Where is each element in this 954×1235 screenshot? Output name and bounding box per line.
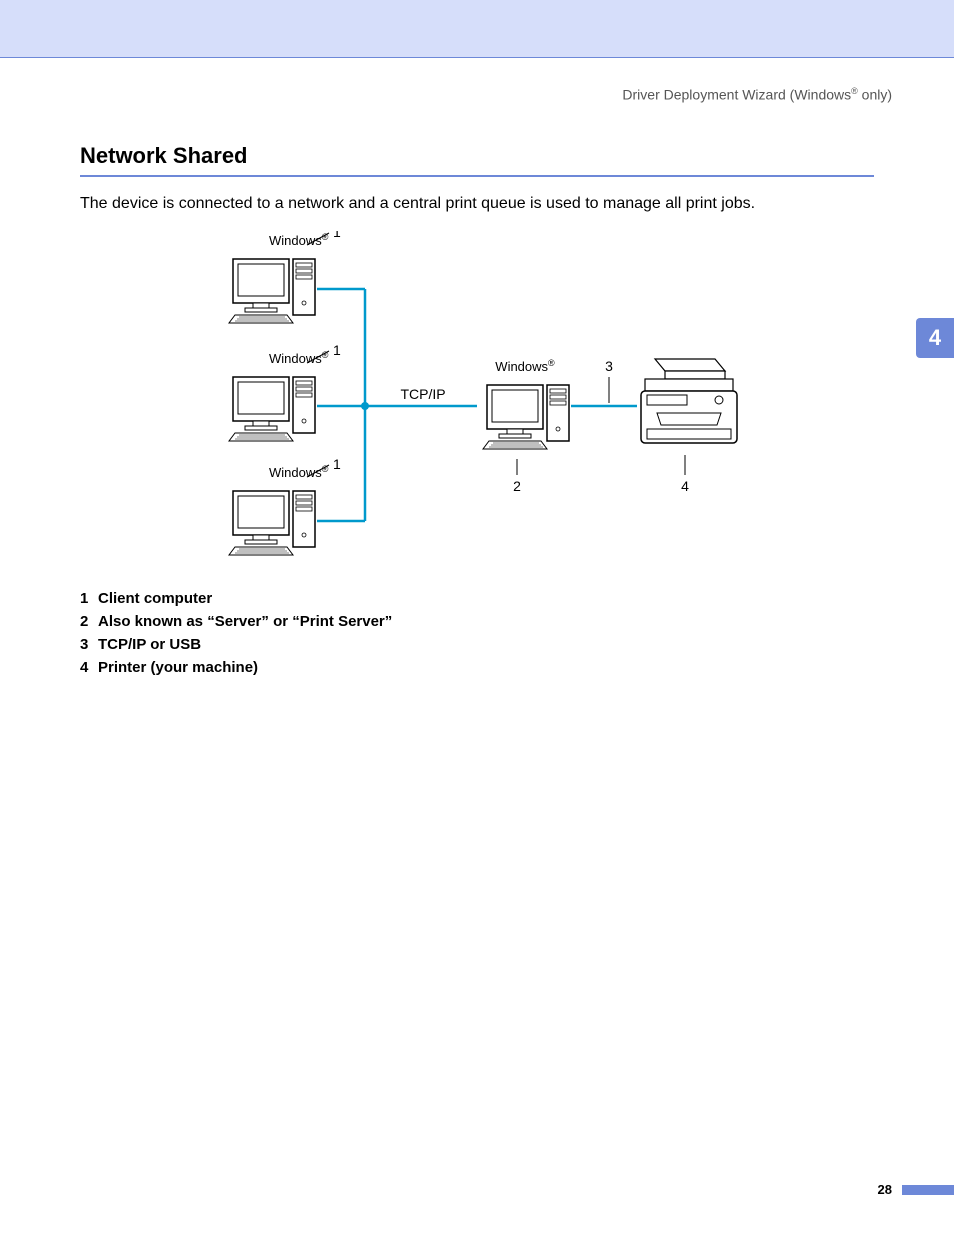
section-rule <box>80 175 874 177</box>
breadcrumb-prefix: Driver Deployment Wizard (Windows <box>622 87 851 103</box>
chapter-tab: 4 <box>916 318 954 358</box>
network-diagram: Windows® 1 Windows® 1 Windows® 1 TCP/IP … <box>80 231 874 576</box>
server-pc-icon <box>483 385 569 449</box>
client-3-label: Windows® <box>269 464 329 480</box>
tcpip-label: TCP/IP <box>400 386 445 402</box>
page-accent-bar <box>902 1185 954 1195</box>
callout-1a: 1 <box>333 231 341 240</box>
legend-text: Client computer <box>98 590 212 607</box>
legend-item: 3TCP/IP or USB <box>80 636 874 653</box>
client-pc-2-icon <box>229 377 315 441</box>
page-number: 28 <box>878 1182 892 1197</box>
client-2-label: Windows® <box>269 350 329 366</box>
top-banner <box>0 0 954 58</box>
legend-item: 2Also known as “Server” or “Print Server… <box>80 613 874 630</box>
legend-item: 1Client computer <box>80 590 874 607</box>
legend-num: 3 <box>80 636 98 653</box>
callout-1c: 1 <box>333 456 341 472</box>
legend-text: Printer (your machine) <box>98 659 258 676</box>
legend-list: 1Client computer 2Also known as “Server”… <box>80 590 874 676</box>
registered-mark: ® <box>851 86 858 96</box>
callout-1b: 1 <box>333 342 341 358</box>
client-pc-3-icon <box>229 491 315 555</box>
diagram-svg: Windows® 1 Windows® 1 Windows® 1 TCP/IP … <box>197 231 757 571</box>
client-pc-1-icon <box>229 259 315 323</box>
breadcrumb: Driver Deployment Wizard (Windows® only) <box>0 58 954 103</box>
legend-num: 4 <box>80 659 98 676</box>
legend-item: 4Printer (your machine) <box>80 659 874 676</box>
legend-text: Also known as “Server” or “Print Server” <box>98 613 392 630</box>
page-footer: 28 <box>878 1182 954 1197</box>
callout-2: 2 <box>513 478 521 494</box>
callout-4: 4 <box>681 478 689 494</box>
section-title: Network Shared <box>80 143 874 169</box>
legend-num: 1 <box>80 590 98 607</box>
legend-text: TCP/IP or USB <box>98 636 201 653</box>
legend-num: 2 <box>80 613 98 630</box>
server-label: Windows® <box>495 358 555 374</box>
callout-3: 3 <box>605 358 613 374</box>
client-1-label: Windows® <box>269 232 329 248</box>
chapter-number: 4 <box>929 325 941 351</box>
intro-text: The device is connected to a network and… <box>80 195 874 213</box>
breadcrumb-suffix: only) <box>858 87 892 103</box>
printer-icon <box>641 359 737 443</box>
